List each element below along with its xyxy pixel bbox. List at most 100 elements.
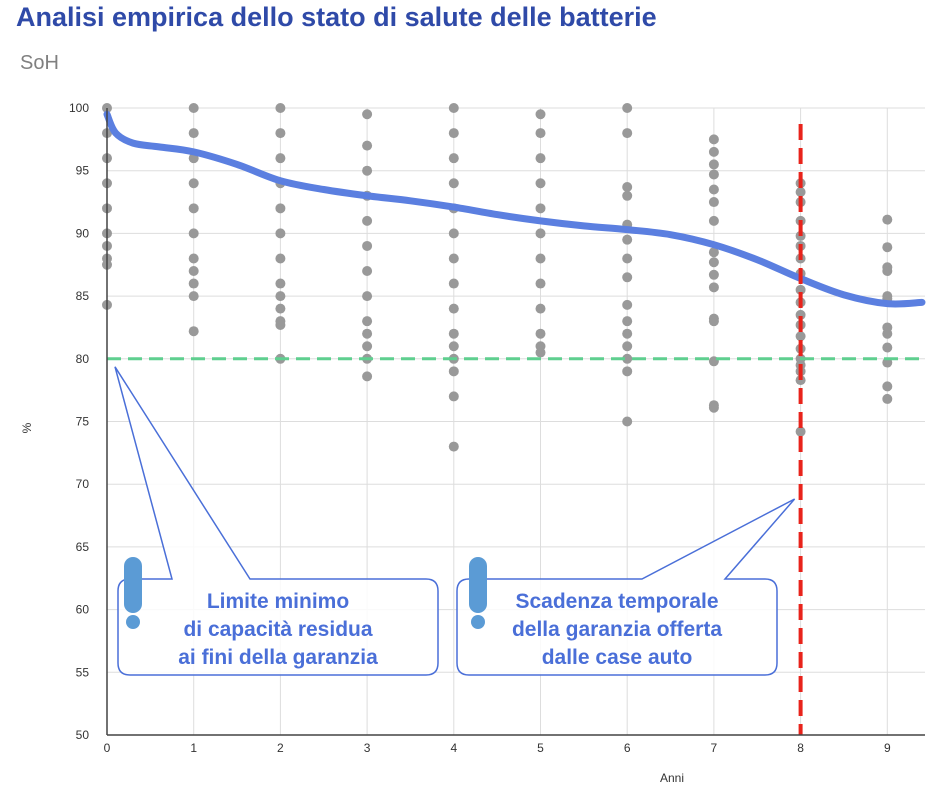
scatter-points (102, 103, 893, 452)
data-point (795, 426, 806, 437)
data-point (275, 253, 286, 264)
x-tick-labels: 0 1 2 3 4 5 6 7 8 9 (104, 741, 891, 755)
data-point (448, 178, 459, 189)
data-point (275, 128, 286, 139)
callout-text-line: della garanzia offerta (512, 618, 722, 641)
data-point (622, 128, 633, 139)
data-point (622, 316, 633, 327)
callout-text-line: di capacità residua (183, 618, 372, 641)
data-point (708, 197, 719, 208)
data-point (362, 215, 373, 226)
data-point (448, 303, 459, 314)
data-point (622, 234, 633, 245)
callout-text-line: Limite minimo (207, 590, 349, 613)
y-tick-label: 100 (69, 101, 89, 115)
y-tick-label: 55 (76, 665, 90, 679)
chart-subtitle: SoH (20, 52, 59, 74)
data-point (622, 341, 633, 352)
data-point (362, 140, 373, 151)
data-point (795, 331, 806, 342)
data-point (362, 165, 373, 176)
data-point (188, 103, 199, 113)
limit-callout: Limite minimo di capacità residua ai fini … (114, 366, 439, 676)
y-tick-label: 50 (76, 728, 90, 742)
data-point (535, 347, 546, 358)
callouts: Limite minimo di capacità residua ai fini … (114, 366, 796, 676)
data-point (188, 203, 199, 214)
x-tick-label: 0 (104, 741, 111, 755)
trend-series (103, 110, 926, 308)
data-point (188, 278, 199, 289)
data-point (622, 353, 633, 364)
callout-box (114, 366, 439, 676)
data-point (882, 342, 893, 353)
data-point (622, 328, 633, 339)
data-point (448, 366, 459, 377)
y-tick-label: 90 (76, 226, 90, 240)
data-point (188, 291, 199, 302)
data-point (622, 366, 633, 377)
x-tick-label: 6 (624, 741, 631, 755)
data-point (362, 240, 373, 251)
data-point (448, 328, 459, 339)
y-tick-label: 70 (76, 477, 90, 491)
x-tick-label: 9 (884, 741, 891, 755)
y-tick-label: 60 (76, 603, 90, 617)
data-point (882, 242, 893, 253)
data-point (622, 272, 633, 283)
callout-text-line: dalle case auto (542, 646, 693, 669)
callout-text-line: ai fini della garanzia (178, 646, 378, 669)
data-point (535, 153, 546, 164)
callout-text-line: Scadenza temporale (515, 590, 718, 613)
data-point (708, 134, 719, 145)
data-point (622, 416, 633, 427)
data-point (188, 178, 199, 189)
data-point (535, 303, 546, 314)
data-point (708, 169, 719, 180)
data-point (795, 375, 806, 386)
data-point (882, 266, 893, 277)
x-tick-label: 5 (537, 741, 544, 755)
data-point (882, 381, 893, 392)
data-point (448, 128, 459, 139)
data-point (275, 103, 286, 113)
exclamation-icon (124, 557, 142, 629)
exclamation-bar (469, 557, 487, 613)
data-point (535, 178, 546, 189)
exclamation-dot (126, 615, 140, 629)
callout-box (456, 498, 796, 676)
chart-title: Analisi empirica dello stato di salute d… (16, 2, 657, 32)
data-point (448, 103, 459, 113)
data-point (188, 266, 199, 277)
exclamation-bar (124, 557, 142, 613)
data-point (275, 291, 286, 302)
data-point (795, 284, 806, 295)
y-tick-label: 85 (76, 289, 90, 303)
data-point (708, 215, 719, 226)
warranty-callout: Scadenza temporale della garanzia offerta… (456, 498, 796, 676)
data-point (535, 228, 546, 239)
data-point (448, 441, 459, 452)
data-point (362, 371, 373, 382)
data-point (622, 190, 633, 201)
data-point (362, 341, 373, 352)
data-point (448, 228, 459, 239)
trend-line (103, 110, 926, 308)
exclamation-icon (469, 557, 487, 629)
data-point (708, 184, 719, 195)
data-point (708, 247, 719, 258)
data-point (882, 214, 893, 225)
data-point (708, 282, 719, 293)
x-tick-label: 2 (277, 741, 284, 755)
data-point (535, 253, 546, 264)
data-point (275, 228, 286, 239)
data-point (882, 393, 893, 404)
data-point (275, 203, 286, 214)
x-tick-label: 8 (797, 741, 804, 755)
data-point (535, 328, 546, 339)
y-axis-label: % (20, 422, 34, 433)
axes (106, 108, 925, 736)
data-point (882, 328, 893, 339)
data-point (708, 316, 719, 327)
data-point (362, 109, 373, 120)
